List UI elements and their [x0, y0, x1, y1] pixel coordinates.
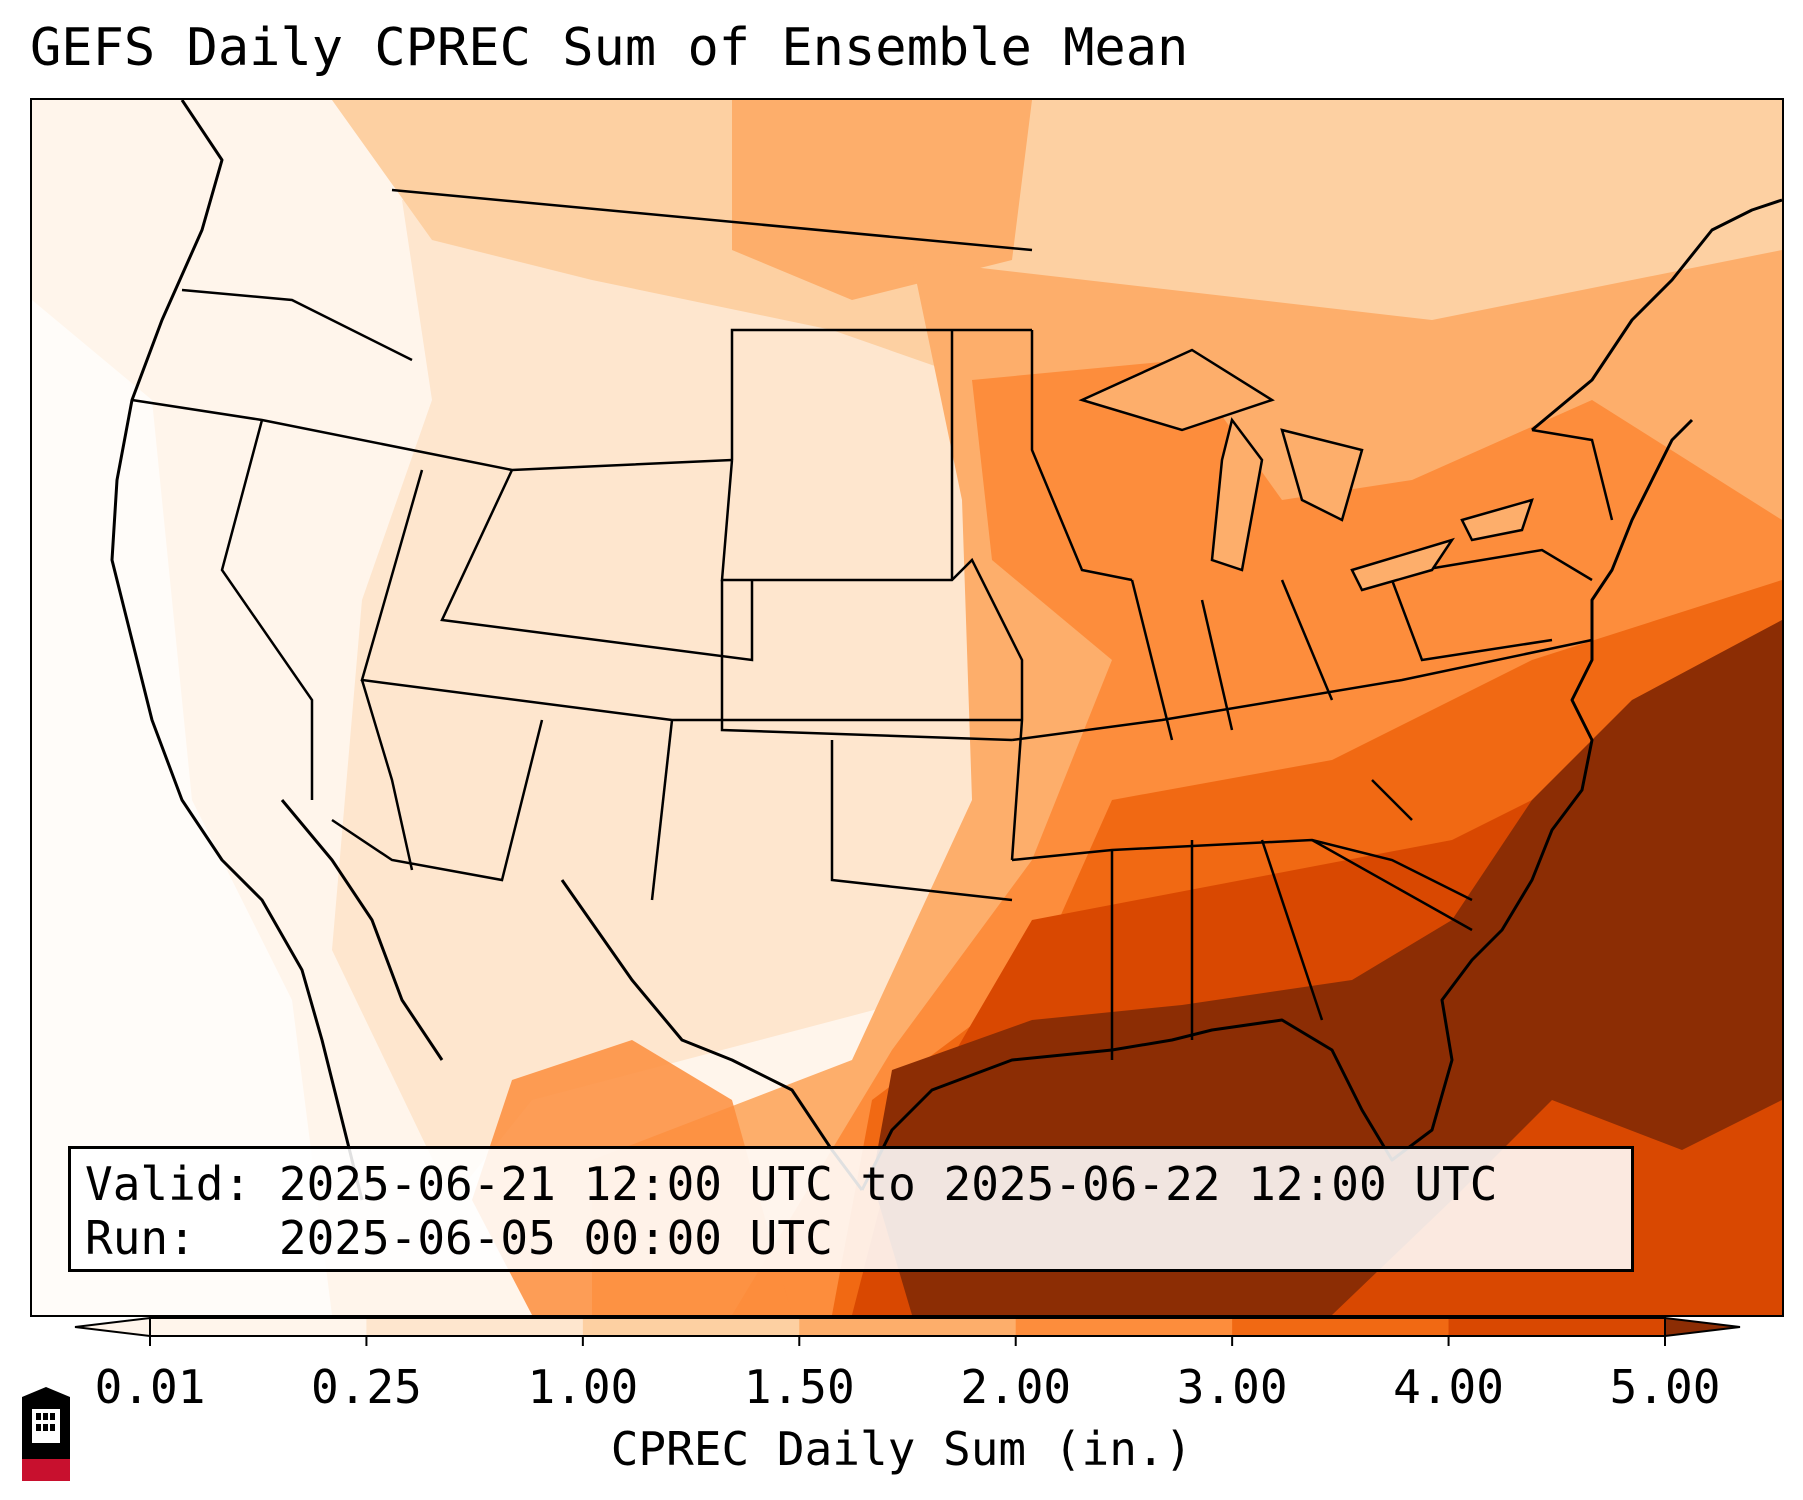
validity-info-box: Valid: 2025-06-21 12:00 UTC to 2025-06-2…	[68, 1146, 1634, 1272]
colorbar-tick-label: 0.01	[94, 1360, 206, 1414]
field-heaviest	[872, 620, 1782, 1315]
great-lakes	[1078, 348, 1534, 592]
colorbar-tick-label: 2.00	[960, 1360, 1072, 1414]
colorbar-title: CPREC Daily Sum (in.)	[610, 1422, 1193, 1476]
colorbar-tick-label: 1.50	[743, 1360, 855, 1414]
colorbar-segment	[366, 1318, 584, 1336]
run-row: Run: 2025-06-05 00:00 UTC	[85, 1211, 1617, 1265]
map-canvas	[32, 100, 1782, 1315]
colorbar-segment	[150, 1318, 367, 1336]
run-value: 2025-06-05 00:00 UTC	[278, 1211, 833, 1265]
valid-row: Valid: 2025-06-21 12:00 UTC to 2025-06-2…	[85, 1157, 1617, 1211]
colorbar-tick-label: 4.00	[1393, 1360, 1504, 1414]
run-label: Run:	[85, 1211, 196, 1265]
colorbar-tick-label: 5.00	[1609, 1360, 1721, 1414]
niu-logo	[22, 1387, 70, 1481]
colorbar-segment	[1232, 1318, 1450, 1336]
colorbar-extend-min	[74, 1316, 151, 1338]
colorbar-ticks	[149, 1336, 1666, 1346]
colorbar-segments	[74, 1316, 1741, 1338]
colorbar-segment	[799, 1318, 1017, 1336]
coastline	[110, 100, 1782, 1201]
colorbar-tick-label: 1.00	[527, 1360, 639, 1414]
field-plains	[332, 200, 1082, 1200]
field-north-dakota	[732, 100, 1032, 300]
colorbar-outline	[149, 1317, 1666, 1337]
field-west-light	[32, 300, 332, 1315]
colorbar-tick-label: 3.00	[1176, 1360, 1288, 1414]
valid-value: 2025-06-21 12:00 UTC to 2025-06-22 12:00…	[278, 1157, 1498, 1211]
map-title: GEFS Daily CPREC Sum of Ensemble Mean	[30, 18, 1189, 78]
valid-label: Valid:	[85, 1157, 252, 1211]
state-borders	[131, 188, 1614, 1060]
colorbar-tick-label: 0.25	[311, 1360, 422, 1414]
colorbar-segment	[582, 1318, 800, 1336]
colorbar-extend-max	[1664, 1316, 1741, 1338]
colorbar-segment	[1015, 1318, 1233, 1336]
colorbar-segment	[1448, 1318, 1666, 1336]
precipitation-map: Valid: 2025-06-21 12:00 UTC to 2025-06-2…	[30, 98, 1784, 1317]
